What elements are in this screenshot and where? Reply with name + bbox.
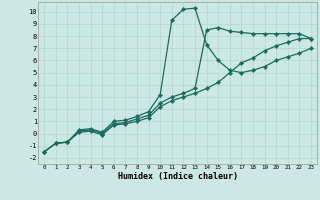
X-axis label: Humidex (Indice chaleur): Humidex (Indice chaleur) <box>118 172 238 181</box>
